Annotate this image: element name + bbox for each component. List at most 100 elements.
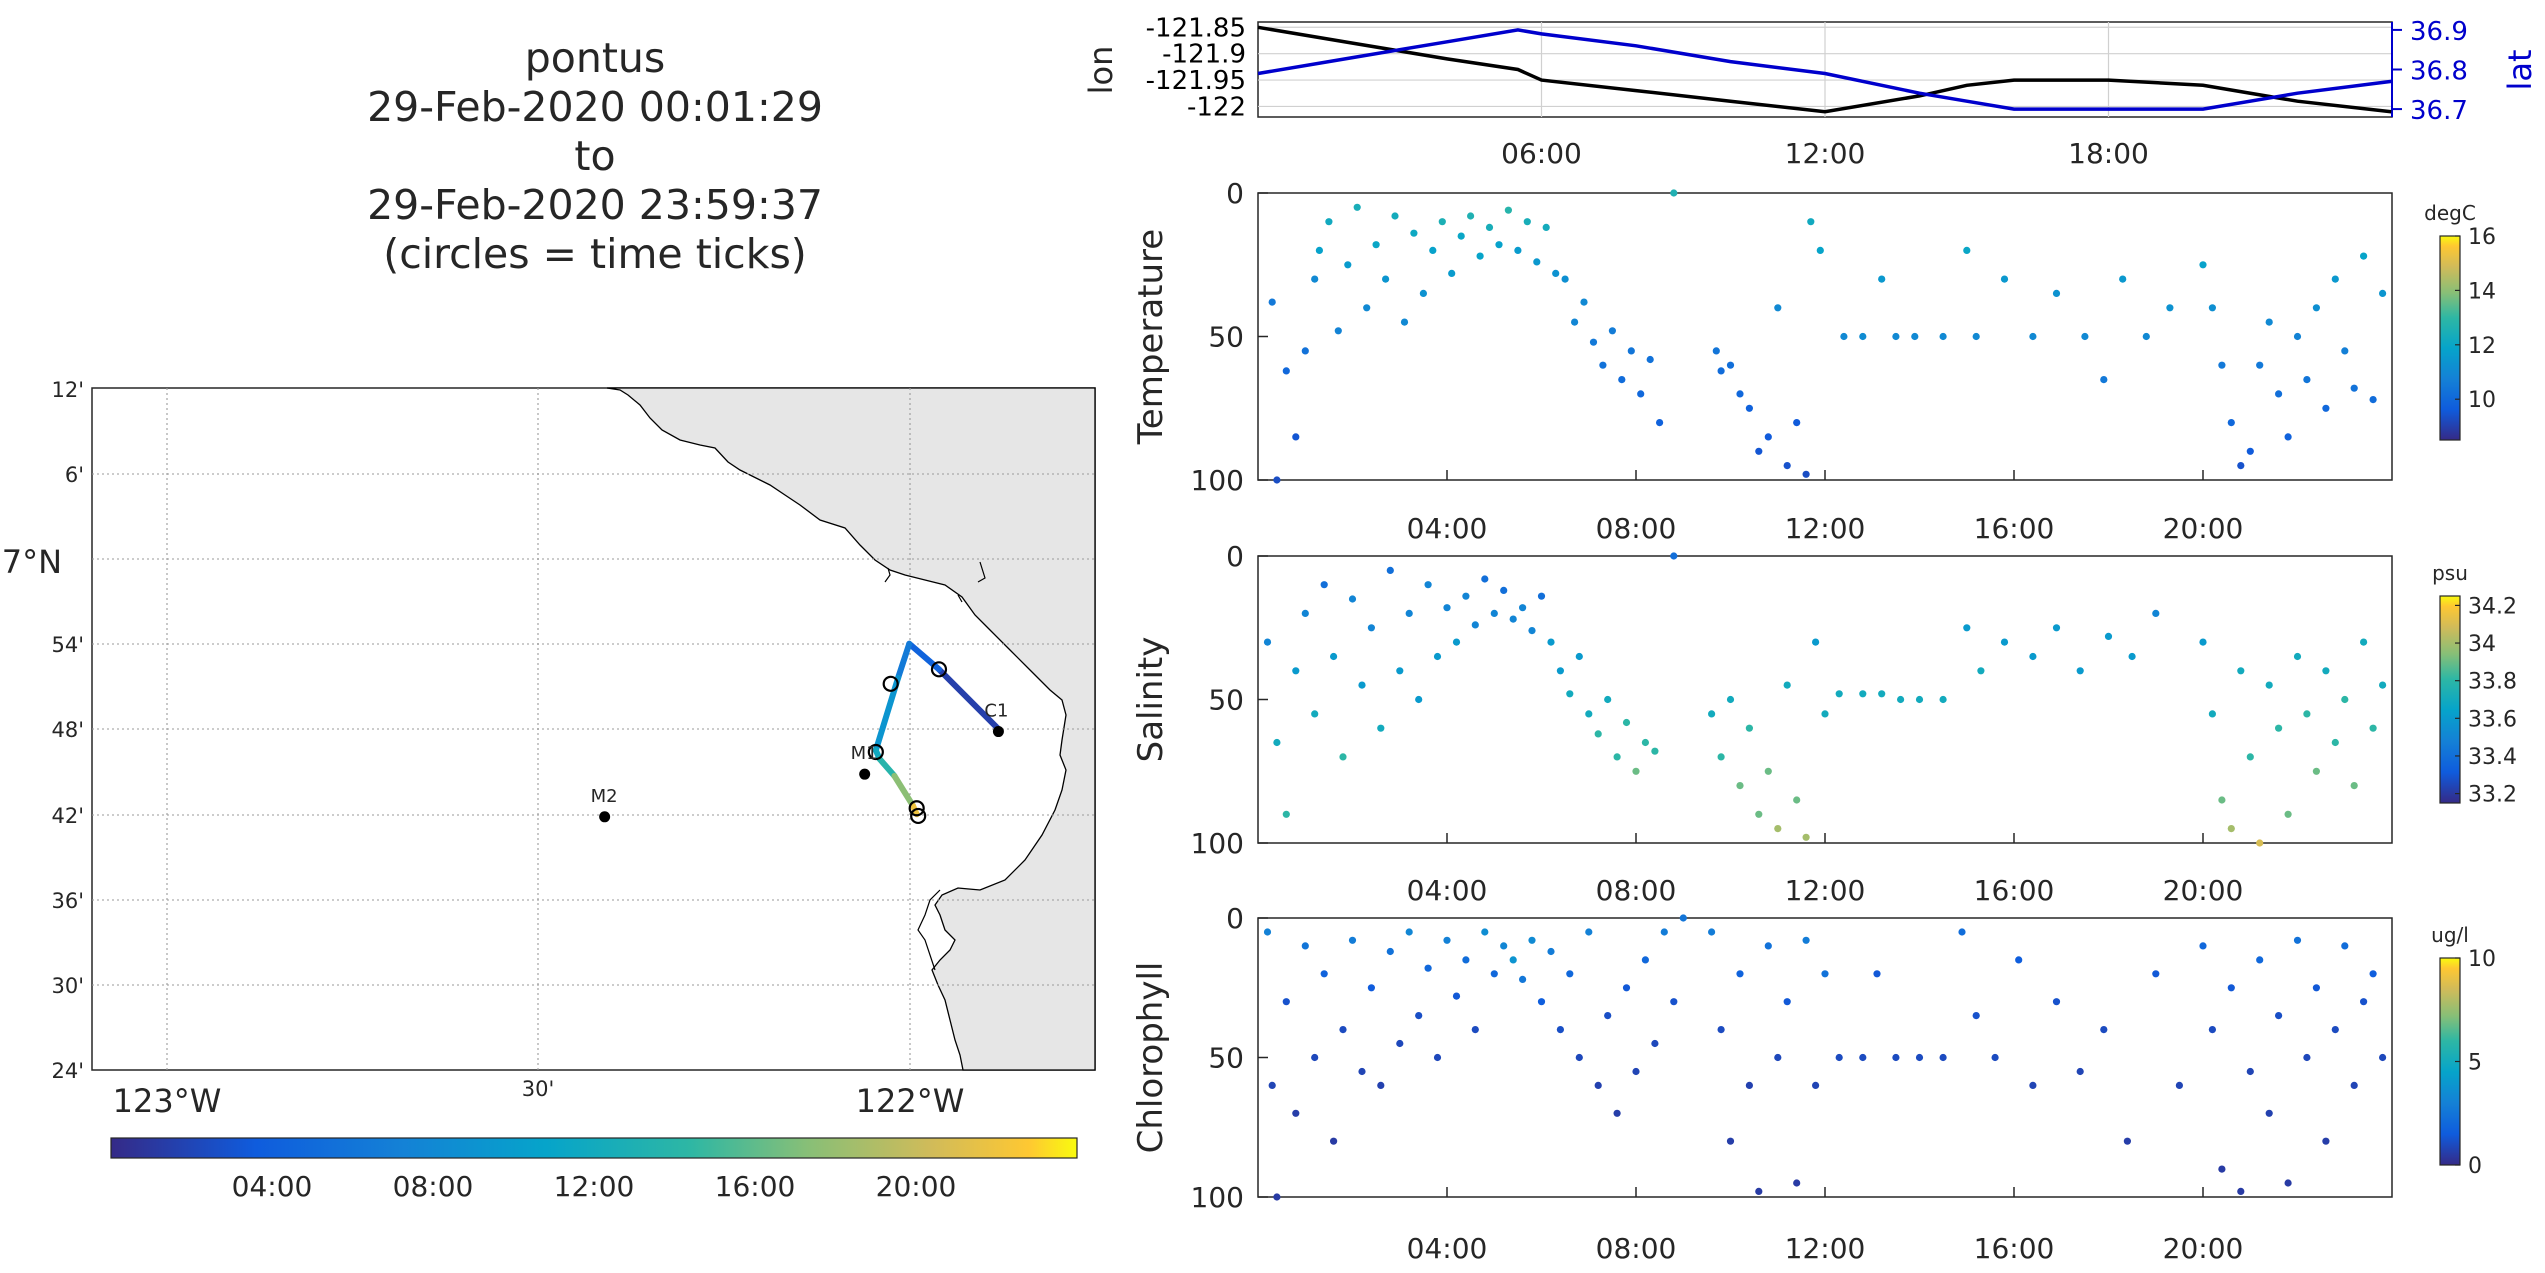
data-point	[1802, 833, 1810, 841]
data-point	[1429, 246, 1437, 254]
data-point	[1348, 595, 1357, 603]
xtick-label: 16:00	[1974, 512, 2055, 545]
data-point	[2331, 738, 2339, 747]
ytick-label: 0	[1226, 177, 1244, 210]
ytick-label: 0	[1226, 540, 1244, 573]
data-point	[1523, 218, 1531, 226]
data-point	[1641, 738, 1649, 747]
data-point	[1339, 1026, 1347, 1034]
data-point	[2000, 638, 2009, 646]
data-point	[1774, 825, 1782, 833]
data-point	[1608, 327, 1616, 335]
colorbar-tick-label: 33.8	[2468, 670, 2517, 695]
data-point	[2369, 396, 2377, 404]
data-point	[2341, 695, 2349, 704]
data-point	[1330, 652, 1338, 661]
data-point	[1519, 975, 1527, 984]
data-point	[1282, 998, 1290, 1006]
station-markers: C1 M1 M2	[591, 701, 1008, 823]
time-tick-circle	[908, 800, 925, 817]
data-point	[2227, 419, 2235, 427]
data-point	[1433, 1053, 1442, 1062]
figure-title: pontus 29-Feb-2020 00:01:29 to 29-Feb-20…	[240, 34, 950, 279]
data-point	[1382, 275, 1390, 283]
data-point	[2265, 318, 2273, 326]
data-point	[1859, 690, 1867, 698]
xtick-label: 20:00	[2163, 874, 2244, 907]
data-point	[1471, 1026, 1479, 1034]
colorbar-tick-label: 33.4	[2468, 745, 2517, 770]
track-segment	[876, 755, 898, 779]
data-point	[2303, 1053, 2311, 1062]
data-point	[1604, 695, 1612, 704]
data-point	[2331, 275, 2339, 283]
data-point	[1939, 332, 1947, 341]
data-point	[1415, 695, 1423, 704]
data-point	[1651, 747, 1659, 755]
title-line-start: 29-Feb-2020 00:01:29	[367, 83, 823, 131]
data-point	[1367, 984, 1375, 992]
data-point	[2265, 1109, 2273, 1117]
data-point	[2227, 984, 2235, 992]
data-point	[1268, 1081, 1276, 1089]
data-point	[1500, 586, 1508, 595]
scatter-axes-frame	[1257, 917, 2393, 1198]
data-point	[1793, 1179, 1801, 1187]
data-point	[1509, 615, 1517, 623]
data-point	[2029, 652, 2037, 661]
data-point	[1320, 581, 1328, 589]
data-point	[1344, 261, 1352, 269]
ytick-label: 100	[1191, 464, 1244, 497]
data-point	[2341, 347, 2349, 355]
data-point	[1571, 318, 1579, 326]
data-point	[1315, 246, 1323, 254]
xtick-label: 08:00	[1596, 512, 1677, 545]
data-point	[1755, 1187, 1763, 1195]
data-point	[1745, 404, 1753, 412]
time-colorbar-tick: 04:00	[232, 1170, 313, 1203]
data-point	[1977, 667, 1985, 675]
data-point	[1821, 970, 1829, 978]
scatter-ylabel: Chlorophyll	[1131, 962, 1171, 1154]
data-point	[1873, 970, 1881, 978]
data-point	[2199, 638, 2207, 646]
data-point	[1438, 218, 1446, 226]
data-point	[2293, 332, 2302, 341]
data-point	[1859, 332, 1867, 341]
data-point	[1301, 942, 1309, 950]
data-point	[1585, 928, 1593, 936]
data-point	[1292, 433, 1300, 441]
data-point	[1774, 1053, 1782, 1062]
lon-axis-label: lon	[1082, 46, 1120, 95]
salinity-panel: 0 50 100 04:00 08:00 12:00 16:00 20:00 Salinity p…	[1131, 540, 2517, 907]
data-point	[1504, 206, 1512, 214]
data-point	[1419, 289, 1427, 297]
data-point	[1452, 638, 1461, 646]
data-point	[1812, 1081, 1820, 1089]
data-point	[1622, 718, 1631, 727]
temperature-panel: 0 50 100 04:00 08:00 12:00 16:00 20:00 Temperatu…	[1131, 177, 2496, 545]
data-point	[2052, 998, 2061, 1006]
data-point	[2322, 667, 2330, 675]
data-point	[1490, 970, 1498, 978]
title-line-to: to	[574, 132, 616, 180]
lat-tick-label: 36.7	[2410, 96, 2468, 126]
data-point	[1485, 223, 1494, 231]
map-lat-tick-labels: 12' 6' 37°N 54' 48' 42' 36' 30' 24'	[0, 378, 84, 1083]
data-point	[1783, 462, 1791, 470]
data-point	[1736, 782, 1744, 790]
data-point	[2237, 462, 2245, 470]
time-colorbar-tick: 20:00	[876, 1170, 957, 1203]
data-point	[1415, 1012, 1423, 1020]
station-label: M2	[591, 786, 618, 807]
data-point	[1537, 592, 1546, 600]
data-point	[1556, 1026, 1564, 1034]
time-colorbar-tick-labels: 04:00 08:00 12:00 16:00 20:00	[232, 1170, 957, 1203]
data-point	[1547, 638, 1555, 646]
data-point	[2208, 710, 2216, 718]
map-lon-tick: 123°W	[113, 1082, 222, 1120]
data-point	[1367, 624, 1375, 632]
data-point	[1859, 1053, 1867, 1062]
map-lat-tick: 54'	[52, 633, 85, 657]
title-line-platform: pontus	[524, 34, 666, 82]
